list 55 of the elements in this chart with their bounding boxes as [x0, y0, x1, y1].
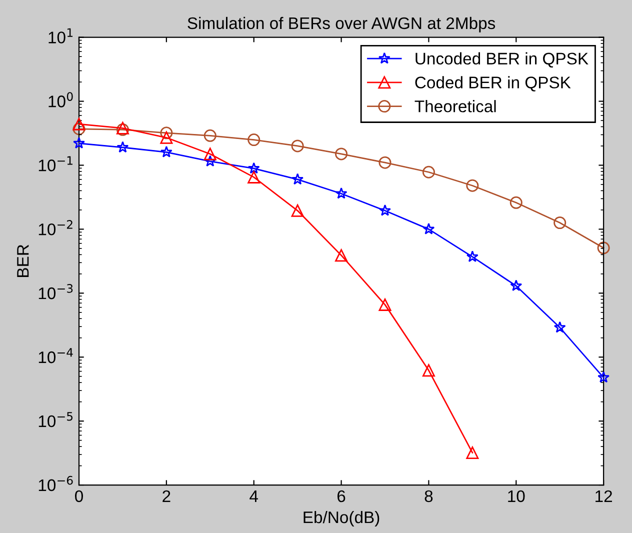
point [292, 173, 304, 185]
point [466, 179, 479, 192]
y-tick-label: 10$^{−1}$ [38, 156, 72, 172]
point [378, 298, 392, 311]
y-tick-label: 10$^{−4}$ [38, 348, 73, 364]
x-tick-label: 12 [596, 490, 612, 502]
point [335, 187, 348, 199]
point [248, 170, 260, 184]
point [160, 126, 173, 140]
point [291, 204, 304, 217]
y-tick-label: 10$^{1}$ [48, 28, 73, 44]
point [335, 249, 348, 262]
point [422, 222, 435, 234]
point [73, 137, 85, 149]
y-tick-label: 10$^{0}$ [48, 92, 73, 108]
point [422, 364, 435, 377]
legend-label: Theoretical [414, 100, 496, 112]
point [379, 204, 391, 216]
point [335, 148, 348, 160]
point [554, 321, 566, 333]
point [204, 148, 216, 160]
y-axis-title: BER [17, 244, 29, 277]
point [597, 242, 610, 254]
point [554, 216, 566, 230]
point [598, 371, 610, 383]
point [422, 166, 435, 178]
chart-title: Simulation of BERs over AWGN at 2Mbps [188, 16, 496, 32]
point [466, 446, 479, 459]
point [116, 141, 129, 153]
legend-label: Uncoded BER in QPSK [416, 52, 588, 68]
x-tick-label: 2 [162, 490, 170, 502]
x-tick-label: 10 [508, 490, 525, 502]
y-tick-label: 10$^{−5}$ [38, 412, 73, 428]
point [160, 146, 172, 158]
legend-label: Coded BER in QPSK [415, 76, 571, 92]
y-tick-label: 10$^{−2}$ [38, 220, 72, 236]
point [291, 140, 304, 152]
point [72, 118, 86, 130]
point [510, 280, 522, 292]
point [160, 131, 173, 144]
point [204, 155, 216, 167]
x-tick-label: 6 [337, 490, 346, 502]
point [378, 156, 392, 169]
point [510, 196, 522, 209]
x-tick-label: 0 [75, 490, 83, 502]
point [204, 129, 216, 142]
x-tick-label: 8 [424, 490, 433, 502]
x-axis-title: Eb/No(dB) [304, 510, 380, 527]
point [248, 134, 260, 146]
y-tick-label: 10$^{−6}$ [38, 476, 73, 492]
point [72, 122, 86, 136]
y-tick-label: 10$^{−3}$ [38, 284, 73, 300]
point [466, 250, 478, 262]
x-tick-label: 4 [250, 490, 258, 502]
point [248, 162, 260, 174]
